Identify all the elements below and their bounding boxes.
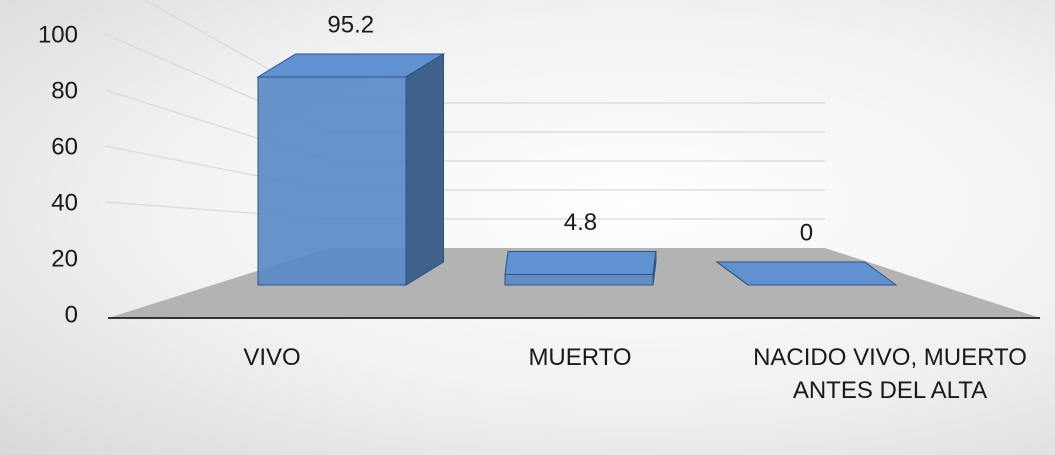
x-tick-label: VIVO — [243, 344, 301, 371]
y-tick-label: 0 — [65, 301, 78, 328]
y-tick-label: 20 — [51, 245, 78, 272]
grid-line — [104, 145, 825, 191]
bar-3d — [504, 251, 657, 286]
value-label: 4.8 — [564, 209, 597, 236]
bar-3d — [715, 261, 898, 286]
grid-line — [104, 89, 825, 162]
y-tick-label: 80 — [51, 77, 78, 104]
bar-side — [716, 261, 749, 286]
grid-line — [104, 33, 825, 133]
x-tick-label: MUERTO — [528, 344, 632, 371]
y-tick-label: 100 — [38, 21, 78, 48]
bar — [257, 76, 407, 286]
y-tick-label: 40 — [51, 189, 78, 216]
bar-top — [504, 251, 657, 276]
bar-3d — [256, 53, 446, 286]
x-tick-label: NACIDO VIVO, MUERTO ANTES DEL ALTA — [753, 344, 1027, 404]
bar-side — [405, 53, 445, 286]
grid-line — [143, 0, 825, 104]
y-tick-label: 60 — [51, 133, 78, 160]
value-label: 95.2 — [327, 11, 374, 38]
value-label: 0 — [800, 219, 813, 246]
bar — [504, 274, 654, 286]
grid-line — [104, 201, 825, 220]
